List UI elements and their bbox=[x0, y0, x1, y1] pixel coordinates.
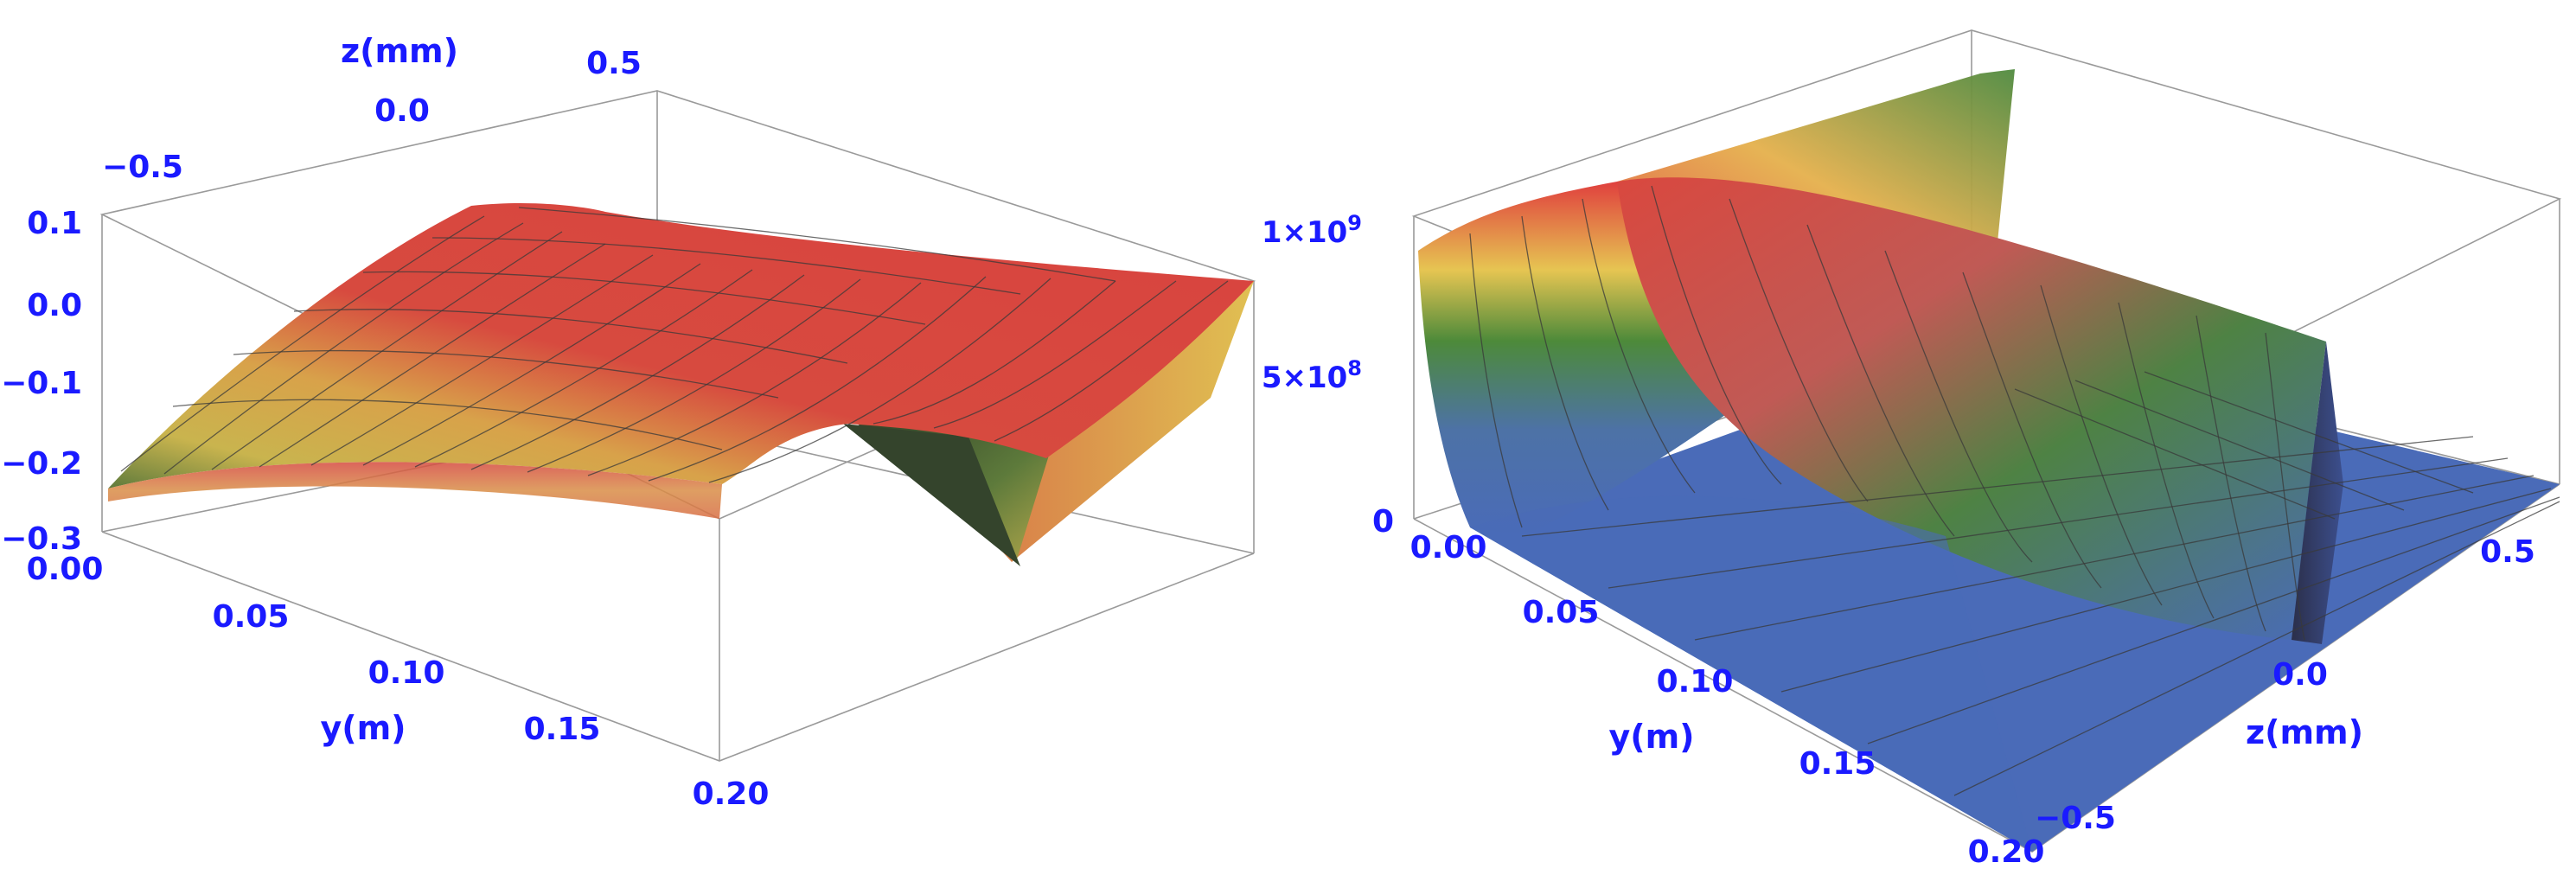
left-y-tick: 0.10 bbox=[368, 655, 445, 691]
right-z-axis-label: z(mm) bbox=[2246, 713, 2363, 751]
left-y-tick: 0.20 bbox=[693, 776, 770, 812]
right-v-tick: 0 bbox=[1372, 504, 1394, 540]
left-y-axis-label: y(m) bbox=[320, 709, 406, 747]
left-v-tick: −0.1 bbox=[1, 366, 82, 401]
left-vertical-ticks: 0.1 0.0 −0.1 −0.2 −0.3 bbox=[1, 206, 82, 557]
right-y-axis-label: y(m) bbox=[1608, 718, 1694, 756]
left-y-ticks: 0.00 0.05 0.10 0.15 0.20 y(m) bbox=[27, 552, 770, 812]
right-z-tick: 0.5 bbox=[2480, 534, 2535, 570]
right-y-ticks: 0.00 0.05 0.10 0.15 0.20 y(m) bbox=[1410, 530, 2045, 870]
left-z-axis-label: z(mm) bbox=[341, 32, 458, 70]
right-y-tick: 0.15 bbox=[1799, 746, 1876, 782]
right-z-ticks: −0.5 0.0 0.5 z(mm) bbox=[2035, 534, 2535, 836]
left-v-tick: −0.2 bbox=[1, 446, 82, 482]
left-z-tick: 0.0 bbox=[374, 93, 430, 129]
left-y-tick: 0.05 bbox=[213, 599, 290, 635]
right-z-tick: −0.5 bbox=[2035, 801, 2116, 836]
left-z-tick: −0.5 bbox=[102, 150, 183, 185]
left-v-tick: 0.1 bbox=[27, 206, 82, 241]
left-v-tick: −0.3 bbox=[1, 521, 82, 557]
right-surface-plot: 1×109 5×108 0 0.00 0.05 0.10 0.15 0.20 y… bbox=[1262, 29, 2562, 870]
right-y-tick: 0.05 bbox=[1523, 595, 1600, 630]
left-z-ticks: −0.5 0.0 0.5 z(mm) bbox=[102, 32, 642, 185]
left-surface-plot: −0.5 0.0 0.5 z(mm) 0.1 0.0 −0.1 −0.2 −0.… bbox=[1, 32, 1256, 812]
right-y-tick: 0.20 bbox=[1968, 834, 2045, 870]
right-z-tick: 0.0 bbox=[2272, 657, 2328, 693]
right-v-tick: 5×108 bbox=[1262, 356, 1362, 395]
left-v-tick: 0.0 bbox=[27, 288, 82, 323]
left-z-tick: 0.5 bbox=[586, 46, 642, 81]
left-mesh bbox=[120, 207, 1229, 483]
right-y-tick: 0.10 bbox=[1657, 664, 1734, 700]
right-mesh bbox=[1469, 185, 2560, 796]
right-v-tick: 1×109 bbox=[1262, 211, 1362, 250]
left-y-tick: 0.00 bbox=[27, 552, 104, 587]
left-surface bbox=[108, 203, 1254, 566]
right-vertical-ticks: 1×109 5×108 0 bbox=[1262, 211, 1394, 540]
left-y-tick: 0.15 bbox=[524, 712, 601, 747]
right-surface bbox=[1418, 69, 2560, 852]
right-y-tick: 0.00 bbox=[1410, 530, 1487, 565]
